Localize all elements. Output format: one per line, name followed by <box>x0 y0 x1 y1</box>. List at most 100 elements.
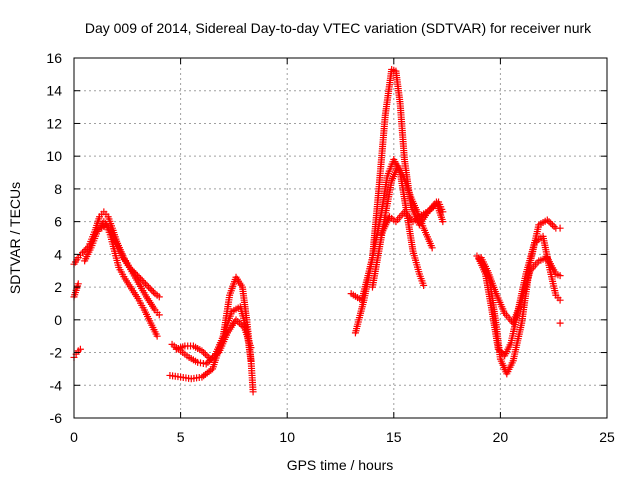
y-tick-label: 0 <box>54 312 62 328</box>
data-point <box>543 254 551 262</box>
data-point <box>104 213 112 221</box>
data-point <box>155 311 163 319</box>
data-point <box>381 211 389 219</box>
data-point-marker <box>130 268 138 276</box>
data-point <box>202 360 210 368</box>
data-point <box>125 263 133 271</box>
data-point <box>501 309 509 317</box>
data-point <box>100 218 108 226</box>
data-point <box>247 344 255 352</box>
data-point-marker <box>550 223 558 231</box>
axis-ticks: 0 5 10 15 20 25 -6 -4 -2 0 2 4 6 8 10 12 14 16 <box>46 50 615 445</box>
data-point <box>172 345 180 353</box>
data-point <box>87 244 95 252</box>
data-point <box>241 324 249 332</box>
x-tick-label: 5 <box>177 429 185 445</box>
data-point <box>215 349 223 357</box>
data-point <box>394 162 402 170</box>
data-point <box>388 177 396 185</box>
data-point <box>556 272 564 280</box>
data-point <box>209 365 217 373</box>
data-point <box>134 295 142 303</box>
data-point-marker <box>127 265 135 273</box>
data-point <box>509 357 517 365</box>
data-point-marker <box>548 221 556 229</box>
y-tick-label: 14 <box>46 83 62 99</box>
data-point <box>420 224 428 232</box>
data-point-marker <box>203 352 211 360</box>
data-point <box>187 375 195 383</box>
data-point <box>386 213 394 221</box>
data-point-marker <box>496 347 504 355</box>
x-tick-label: 15 <box>386 429 402 445</box>
data-point <box>381 111 389 119</box>
data-point <box>388 65 396 73</box>
data-point <box>119 254 127 262</box>
data-point <box>247 357 255 365</box>
data-point <box>166 371 174 379</box>
data-point <box>494 345 502 353</box>
data-point <box>121 275 129 283</box>
data-point <box>428 244 436 252</box>
data-point <box>74 280 82 288</box>
data-point <box>132 270 140 278</box>
data-point <box>418 211 426 219</box>
data-point <box>507 339 515 347</box>
data-point <box>439 208 447 216</box>
data-point <box>76 345 84 353</box>
data-point <box>552 270 560 278</box>
data-point <box>151 290 159 298</box>
data-point <box>206 355 214 363</box>
data-point <box>409 218 417 226</box>
data-point <box>420 281 428 289</box>
data-point <box>488 306 496 314</box>
data-point <box>168 340 176 348</box>
series-arc-2c <box>174 317 254 361</box>
data-point <box>228 308 236 316</box>
data-point <box>496 355 504 363</box>
data-point <box>249 388 257 396</box>
data-point-marker <box>137 275 145 283</box>
data-point <box>232 316 240 324</box>
data-point <box>539 232 547 240</box>
data-point <box>140 306 148 314</box>
data-point <box>377 231 385 239</box>
data-point <box>100 208 108 216</box>
data-point-marker <box>206 357 214 365</box>
data-point <box>145 283 153 291</box>
data-point <box>181 342 189 350</box>
data-point-marker <box>140 278 148 286</box>
data-point <box>392 67 400 75</box>
data-point <box>383 172 391 180</box>
y-tick-label: -6 <box>50 410 63 426</box>
data-point <box>535 257 543 265</box>
data-point <box>96 213 104 221</box>
chart-title: Day 009 of 2014, Sidereal Day-to-day VTE… <box>85 20 592 36</box>
series-arc-3b <box>352 158 427 335</box>
data-point <box>115 263 123 271</box>
data-point <box>400 175 408 183</box>
data-point-marker <box>143 281 151 289</box>
data-point <box>509 319 517 327</box>
data-point-marker <box>545 218 553 226</box>
data-point <box>236 303 244 311</box>
data-point <box>138 277 146 285</box>
x-tick-label: 20 <box>493 429 509 445</box>
data-point <box>79 249 87 257</box>
data-point-marker <box>133 272 141 280</box>
series-arc-3d <box>378 200 446 237</box>
data-point <box>238 283 246 291</box>
data-point <box>415 270 423 278</box>
y-axis-label: SDTVAR / TECUs <box>7 182 23 294</box>
data-point <box>409 247 417 255</box>
data-point <box>113 241 121 249</box>
y-tick-label: 6 <box>54 214 62 230</box>
data-point <box>518 296 526 304</box>
x-tick-label: 10 <box>279 429 295 445</box>
grid-lines <box>74 58 607 418</box>
data-point <box>390 155 398 163</box>
data-point-marker <box>497 349 505 357</box>
data-point <box>413 208 421 216</box>
data-point-marker <box>149 288 157 296</box>
